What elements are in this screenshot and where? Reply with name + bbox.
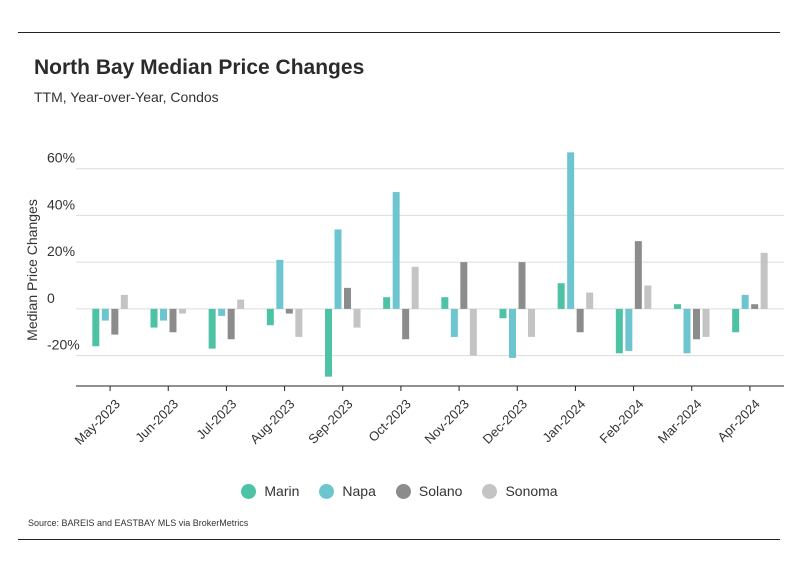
bar-marin (441, 297, 449, 309)
legend-item-solano: Solano (395, 483, 463, 499)
bar-napa (160, 308, 167, 321)
bar-sonoma (237, 299, 245, 309)
y-tick-label: 40% (47, 196, 75, 212)
x-tick-label: Jul-2023 (193, 396, 239, 442)
grid-lines (76, 168, 784, 357)
chart-subtitle: TTM, Year-over-Year, Condos (34, 89, 219, 105)
y-tick-label: 0 (47, 290, 55, 306)
bar-sonoma (295, 308, 303, 337)
x-tick-label: Apr-2024 (714, 396, 762, 444)
top-rule (18, 32, 780, 33)
x-tick-label: Oct-2023 (365, 396, 413, 444)
bar-napa (741, 294, 749, 309)
bar-solano (285, 308, 293, 314)
x-tick-label: Mar-2024 (655, 396, 705, 446)
bar-solano (111, 308, 119, 335)
bottom-rule (18, 539, 780, 540)
bar-napa (334, 229, 342, 309)
bar-napa (625, 308, 633, 351)
bar-sonoma (702, 308, 710, 337)
bar-sonoma (353, 308, 361, 328)
legend-swatch (395, 483, 411, 499)
bar-napa (567, 152, 575, 309)
bar-marin (557, 283, 565, 309)
bar-napa (276, 259, 284, 309)
bar-marin (325, 308, 332, 377)
bar-napa (450, 308, 458, 337)
bar-marin (615, 308, 623, 354)
bar-napa (101, 308, 109, 321)
bar-sonoma (179, 308, 186, 314)
legend-label: Solano (418, 483, 463, 499)
x-tick-label: Nov-2023 (422, 396, 472, 446)
bar-sonoma (528, 308, 535, 337)
legend-swatch (482, 483, 498, 499)
x-tick-label: May-2023 (72, 396, 123, 447)
x-tick-label: Jan-2024 (539, 396, 588, 445)
bar-marin (383, 297, 391, 309)
x-tick-labels: May-2023 Jun-2023 Jul-2023 Aug-2023 Sep-2023… (72, 386, 763, 448)
legend-label: Napa (342, 483, 376, 499)
y-tick-label: 60% (47, 150, 75, 166)
x-tick-label: Feb-2024 (597, 396, 647, 446)
bar-marin (266, 308, 274, 326)
bar-sonoma (411, 266, 419, 309)
source-note: Source: BAREIS and EASTBAY MLS via Broke… (28, 518, 249, 528)
legend-swatch (319, 483, 335, 499)
legend: Marin Napa Solano Sonoma (0, 483, 799, 499)
bar-sonoma (469, 308, 477, 356)
bar-sonoma (120, 294, 128, 309)
y-tick-label: 20% (47, 243, 75, 259)
bar-napa (509, 308, 516, 358)
x-tick-label: Jun-2023 (132, 396, 181, 445)
bar-solano (751, 304, 759, 309)
y-tick-labels: 60% 40% 20% 0 -20% (47, 150, 80, 353)
legend-item-marin: Marin (241, 483, 299, 499)
bar-solano (693, 308, 700, 340)
bar-solano (402, 308, 410, 340)
bar-napa (218, 308, 226, 316)
bar-solano (576, 308, 584, 333)
bar-marin (674, 304, 681, 309)
bar-marin (732, 308, 740, 333)
bar-marin (499, 308, 507, 319)
bar-solano (227, 308, 235, 340)
x-tick-label: Sep-2023 (305, 396, 355, 446)
legend-swatch (241, 483, 257, 499)
legend-item-napa: Napa (319, 483, 376, 499)
x-tick-label: Dec-2023 (480, 396, 530, 446)
chart-title: North Bay Median Price Changes (34, 56, 365, 79)
y-axis-label: Median Price Changes (24, 199, 40, 341)
legend-label: Marin (264, 483, 300, 499)
bar-sonoma (760, 252, 768, 309)
bar-solano (634, 241, 642, 309)
bars (92, 152, 768, 377)
bar-sonoma (644, 285, 652, 309)
bar-marin (150, 308, 158, 328)
legend-label: Sonoma (505, 483, 558, 499)
bar-sonoma (586, 292, 594, 309)
bar-solano (344, 287, 351, 309)
bar-marin (208, 308, 216, 349)
bar-napa (683, 308, 691, 354)
bar-marin (92, 308, 100, 347)
bar-solano (460, 262, 468, 309)
bar-napa (392, 192, 400, 309)
legend-item-sonoma: Sonoma (482, 483, 558, 499)
bar-solano (518, 262, 526, 309)
x-tick-label: Aug-2023 (247, 396, 297, 446)
y-tick-label: -20% (47, 337, 80, 353)
bar-solano (169, 308, 177, 333)
